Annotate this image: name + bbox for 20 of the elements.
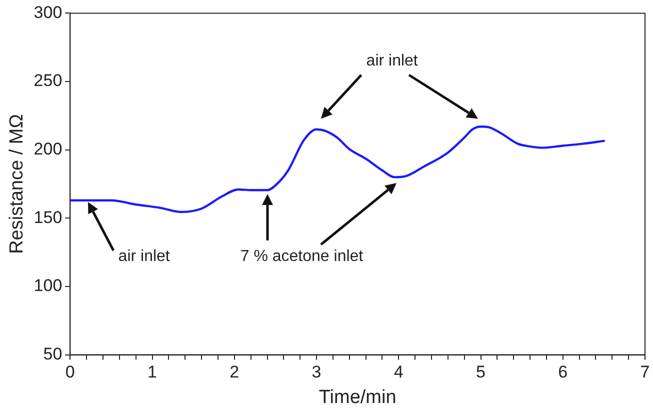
y-tick-label: 50 [43, 344, 62, 364]
y-tick-label: 300 [34, 2, 62, 22]
x-tick-label: 0 [65, 362, 75, 382]
x-tick-label: 7 [640, 362, 650, 382]
y-tick-label: 100 [34, 276, 62, 296]
x-tick-label: 6 [558, 362, 568, 382]
y-axis-title: Resistance / MΩ [6, 114, 28, 254]
annotation: air inlet [118, 248, 170, 265]
annotation: air inlet [366, 52, 418, 70]
annotation: 7 % acetone inlet [240, 248, 364, 265]
x-tick-label: 4 [394, 362, 404, 382]
x-axis-title: Time/min [318, 386, 396, 408]
y-tick-label: 250 [34, 71, 62, 90]
x-tick-label: 2 [230, 362, 240, 382]
x-tick-label: 3 [312, 362, 322, 382]
x-tick-label: 5 [476, 362, 486, 382]
y-tick-label: 150 [34, 208, 62, 227]
x-tick-label: 1 [148, 362, 158, 382]
y-tick-label: 200 [34, 140, 62, 159]
line-series [70, 126, 606, 214]
